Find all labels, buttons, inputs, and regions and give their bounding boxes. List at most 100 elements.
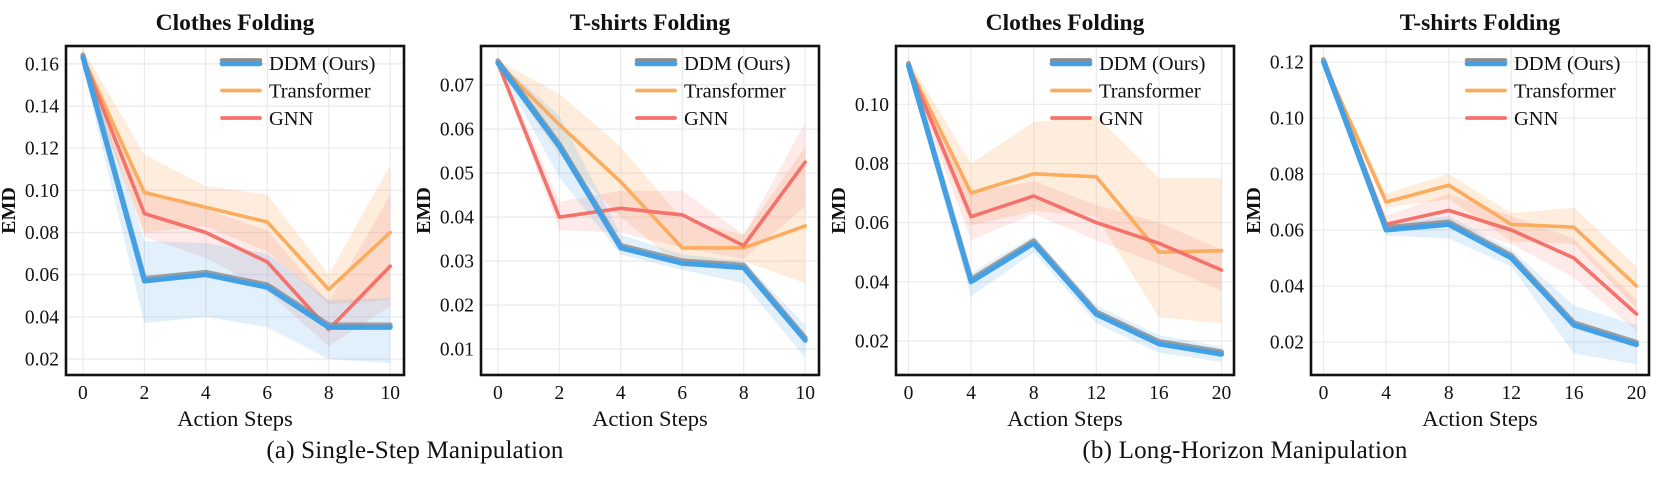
- confidence-band: [1323, 59, 1637, 331]
- y-tick-label: 0.10: [855, 95, 889, 116]
- y-axis-label: EMD: [830, 187, 850, 234]
- x-tick-label: 6: [677, 383, 687, 404]
- chart-svg: 0 2 4 6 8 10 0.02 0.04 0.06 0.08 0.10 0.12 0.14 0.16 C…: [0, 10, 406, 431]
- confidence-band: [82, 49, 391, 347]
- legend-label: GNN: [684, 108, 729, 130]
- x-tick-label: 0: [78, 383, 88, 404]
- y-axis-label: EMD: [1245, 187, 1265, 234]
- chart-title: Clothes Folding: [986, 10, 1145, 36]
- legend-label: GNN: [269, 108, 314, 130]
- x-tick-label: 8: [739, 383, 749, 404]
- y-tick-label: 0.02: [25, 350, 59, 371]
- y-tick-label: 0.12: [25, 139, 59, 160]
- chart-svg: 0 2 4 6 8 10 0.01 0.02 0.03 0.04 0.05 0.06 0.07 T-shi…: [415, 10, 821, 431]
- series-line: [1321, 60, 1639, 288]
- chart-clothes-folding-single-step: 0 2 4 6 8 10 0.02 0.04 0.06 0.08 0.10 0.12 0.14 0.16 C…: [0, 4, 415, 432]
- chart-svg: 0 4 8 12 16 20 0.02 0.04 0.06 0.08 0.10 0.12 T-shirt…: [1245, 10, 1651, 431]
- y-axis-label: EMD: [415, 187, 435, 234]
- x-tick-label: 4: [1381, 383, 1391, 404]
- single-step-group: 0 2 4 6 8 10 0.02 0.04 0.06 0.08 0.10 0.12 0.14 0.16 C…: [0, 4, 830, 472]
- x-tick-label: 0: [493, 383, 503, 404]
- chart-svg: 0 4 8 12 16 20 0.02 0.04 0.06 0.08 0.10 Clothes Fol…: [830, 10, 1236, 431]
- series-line: [81, 55, 393, 332]
- axis-frame: [1309, 44, 1651, 377]
- series-line: [495, 60, 808, 343]
- confidence-band: [82, 49, 391, 305]
- chart-tshirts-folding-long-horizon: 0 4 8 12 16 20 0.02 0.04 0.06 0.08 0.10 0.12 T-shirt…: [1245, 4, 1660, 432]
- legend-label: GNN: [1514, 108, 1559, 130]
- y-tick-label: 0.07: [440, 76, 474, 97]
- series-line: [80, 55, 393, 330]
- confidence-band: [82, 49, 391, 364]
- legend: DDM (Ours) Transformer GNN: [634, 53, 790, 130]
- y-tick-label: 0.04: [25, 307, 59, 328]
- series-line: [1321, 59, 1639, 348]
- legend-label: DDM (Ours): [269, 53, 375, 75]
- caption-single-step: (a) Single-Step Manipulation: [266, 437, 564, 464]
- x-tick-label: 20: [1627, 383, 1647, 404]
- x-tick-label: 6: [262, 383, 272, 404]
- series-line: [906, 63, 1224, 357]
- x-tick-label: 2: [140, 383, 150, 404]
- series-line: [906, 63, 1224, 254]
- y-tick-label: 0.06: [25, 265, 59, 286]
- x-tick-label: 16: [1564, 383, 1584, 404]
- x-axis-label: Action Steps: [177, 406, 293, 431]
- y-tick-label: 0.16: [25, 54, 59, 75]
- y-tick-label: 0.02: [1270, 333, 1304, 354]
- series-line: [496, 61, 808, 248]
- series-line: [906, 63, 1224, 272]
- x-tick-label: 8: [1444, 383, 1454, 404]
- confidence-band: [497, 60, 806, 259]
- chart-tshirts-folding-single-step: 0 2 4 6 8 10 0.01 0.02 0.03 0.04 0.05 0.06 0.07 T-shi…: [415, 4, 830, 432]
- y-tick-label: 0.08: [25, 223, 59, 244]
- x-tick-label: 0: [904, 383, 914, 404]
- y-tick-label: 0.08: [855, 154, 889, 175]
- x-tick-label: 12: [1087, 383, 1107, 404]
- x-tick-label: 4: [616, 383, 626, 404]
- legend: DDM (Ours) Transformer GNN: [219, 53, 375, 130]
- legend-label: Transformer: [684, 81, 786, 103]
- confidence-band: [497, 60, 806, 284]
- legend-label: Transformer: [1099, 81, 1201, 103]
- y-tick-label: 0.10: [1270, 109, 1304, 130]
- legend-label: Transformer: [269, 81, 371, 103]
- x-tick-label: 2: [555, 383, 565, 404]
- y-tick-label: 0.03: [440, 252, 474, 273]
- legend-label: DDM (Ours): [684, 53, 790, 75]
- y-tick-label: 0.04: [440, 208, 474, 229]
- legend: DDM (Ours) Transformer GNN: [1049, 53, 1205, 130]
- y-tick-label: 0.04: [855, 272, 889, 293]
- chart-clothes-folding-long-horizon: 0 4 8 12 16 20 0.02 0.04 0.06 0.08 0.10 Clothes Fol…: [830, 4, 1245, 432]
- x-tick-label: 8: [324, 383, 334, 404]
- legend-label: DDM (Ours): [1514, 53, 1620, 75]
- x-tick-label: 8: [1029, 383, 1039, 404]
- y-tick-label: 0.06: [855, 213, 889, 234]
- x-tick-label: 12: [1502, 383, 1522, 404]
- x-tick-label: 20: [1212, 383, 1232, 404]
- axis-frame: [479, 44, 821, 377]
- y-tick-label: 0.14: [25, 97, 59, 118]
- axis-frame: [894, 44, 1236, 377]
- y-tick-label: 0.02: [855, 332, 889, 353]
- long-horizon-group: 0 4 8 12 16 20 0.02 0.04 0.06 0.08 0.10 Clothes Fol…: [830, 4, 1660, 472]
- chart-title: T-shirts Folding: [570, 10, 731, 36]
- legend: DDM (Ours) Transformer GNN: [1464, 53, 1620, 130]
- confidence-band: [908, 59, 1222, 324]
- x-tick-label: 10: [380, 383, 400, 404]
- x-tick-label: 0: [1319, 383, 1329, 404]
- caption-long-horizon: (b) Long-Horizon Manipulation: [1082, 437, 1408, 464]
- y-axis-label: EMD: [0, 187, 20, 234]
- x-tick-label: 4: [201, 383, 211, 404]
- series-line: [496, 61, 808, 250]
- chart-title: Clothes Folding: [156, 10, 315, 36]
- x-tick-label: 4: [966, 383, 976, 404]
- x-tick-label: 10: [795, 383, 815, 404]
- y-tick-label: 0.01: [440, 340, 474, 361]
- x-axis-label: Action Steps: [592, 406, 708, 431]
- chart-title: T-shirts Folding: [1400, 10, 1561, 36]
- legend-label: GNN: [1099, 108, 1144, 130]
- y-tick-label: 0.05: [440, 164, 474, 185]
- y-tick-label: 0.04: [1270, 277, 1304, 298]
